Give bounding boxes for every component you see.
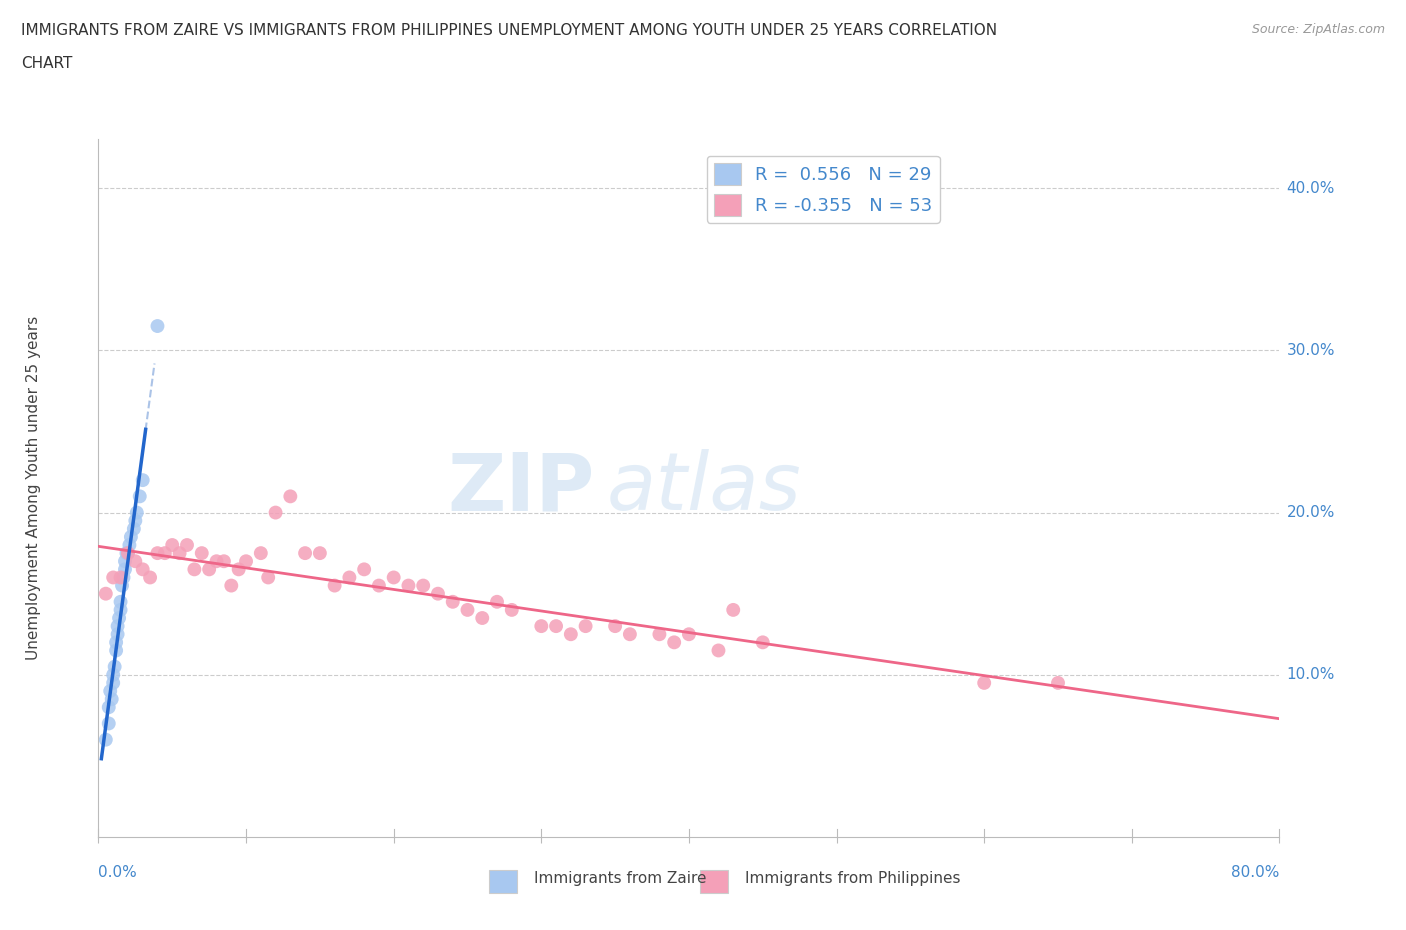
Point bbox=[128, 489, 150, 504]
Text: Immigrants from Philippines: Immigrants from Philippines bbox=[745, 871, 960, 886]
Point bbox=[103, 570, 125, 585]
Point bbox=[162, 538, 183, 552]
Point bbox=[114, 553, 136, 568]
Point bbox=[228, 562, 250, 577]
Point bbox=[110, 594, 132, 609]
Point bbox=[560, 627, 582, 642]
Point bbox=[124, 513, 146, 528]
Point bbox=[294, 546, 316, 561]
Point bbox=[337, 570, 360, 585]
Point bbox=[441, 594, 464, 609]
Point bbox=[98, 684, 121, 698]
Point bbox=[105, 635, 128, 650]
Point bbox=[751, 635, 773, 650]
Text: Immigrants from Zaire: Immigrants from Zaire bbox=[534, 871, 707, 886]
Point bbox=[107, 618, 129, 633]
Point bbox=[973, 675, 995, 690]
Point bbox=[132, 472, 155, 487]
Point bbox=[114, 562, 136, 577]
Point bbox=[1046, 675, 1069, 690]
Point bbox=[250, 546, 273, 561]
Point bbox=[235, 553, 257, 568]
Point bbox=[219, 578, 242, 593]
Point bbox=[110, 570, 132, 585]
Point bbox=[257, 570, 280, 585]
Legend: R =  0.556   N = 29, R = -0.355   N = 53: R = 0.556 N = 29, R = -0.355 N = 53 bbox=[707, 155, 939, 223]
Point bbox=[132, 562, 155, 577]
Point bbox=[605, 618, 627, 633]
Text: 30.0%: 30.0% bbox=[1286, 343, 1334, 358]
Point bbox=[664, 635, 686, 650]
Point bbox=[94, 732, 117, 747]
Point bbox=[501, 603, 523, 618]
Point bbox=[456, 603, 478, 618]
Point bbox=[427, 586, 450, 601]
Point bbox=[153, 546, 176, 561]
Point bbox=[103, 675, 125, 690]
Point bbox=[212, 553, 235, 568]
Point bbox=[107, 627, 129, 642]
Text: Source: ZipAtlas.com: Source: ZipAtlas.com bbox=[1251, 23, 1385, 36]
Text: 10.0%: 10.0% bbox=[1286, 668, 1334, 683]
Point bbox=[169, 546, 191, 561]
Text: Unemployment Among Youth under 25 years: Unemployment Among Youth under 25 years bbox=[25, 316, 41, 660]
Text: atlas: atlas bbox=[606, 449, 801, 527]
Text: 40.0%: 40.0% bbox=[1286, 180, 1334, 195]
Point bbox=[368, 578, 391, 593]
Point bbox=[146, 546, 169, 561]
Point bbox=[120, 529, 142, 544]
Text: IMMIGRANTS FROM ZAIRE VS IMMIGRANTS FROM PHILIPPINES UNEMPLOYMENT AMONG YOUTH UN: IMMIGRANTS FROM ZAIRE VS IMMIGRANTS FROM… bbox=[21, 23, 997, 38]
Point bbox=[97, 699, 120, 714]
Point bbox=[110, 603, 132, 618]
Point bbox=[486, 594, 509, 609]
Point bbox=[205, 553, 228, 568]
Point bbox=[100, 692, 122, 707]
Point bbox=[353, 562, 375, 577]
Text: 80.0%: 80.0% bbox=[1232, 865, 1279, 880]
Point bbox=[117, 546, 139, 561]
Text: ZIP: ZIP bbox=[447, 449, 595, 527]
Point bbox=[108, 611, 131, 626]
Point bbox=[198, 562, 221, 577]
Point bbox=[191, 546, 214, 561]
Point bbox=[530, 618, 553, 633]
Point bbox=[122, 522, 145, 537]
Point bbox=[278, 489, 302, 504]
Point bbox=[721, 603, 744, 618]
Point bbox=[104, 659, 127, 674]
Point bbox=[183, 562, 205, 577]
Point bbox=[574, 618, 596, 633]
Point bbox=[97, 716, 120, 731]
Point bbox=[619, 627, 641, 642]
Point bbox=[176, 538, 198, 552]
Point bbox=[471, 611, 494, 626]
Point bbox=[396, 578, 419, 593]
Point bbox=[125, 505, 148, 520]
Point bbox=[124, 553, 146, 568]
Point bbox=[323, 578, 346, 593]
Point bbox=[309, 546, 332, 561]
Point bbox=[94, 586, 117, 601]
Point bbox=[648, 627, 671, 642]
Text: 0.0%: 0.0% bbox=[98, 865, 138, 880]
Point bbox=[111, 578, 134, 593]
Point bbox=[105, 643, 128, 658]
Point bbox=[412, 578, 434, 593]
Text: CHART: CHART bbox=[21, 56, 73, 71]
Point bbox=[544, 618, 567, 633]
Point bbox=[117, 546, 139, 561]
Point bbox=[112, 570, 135, 585]
Text: 20.0%: 20.0% bbox=[1286, 505, 1334, 520]
Point bbox=[115, 546, 138, 561]
Point bbox=[118, 538, 141, 552]
Point bbox=[707, 643, 730, 658]
Point bbox=[146, 319, 169, 334]
Point bbox=[264, 505, 287, 520]
Point bbox=[678, 627, 700, 642]
Point bbox=[103, 668, 125, 683]
Point bbox=[382, 570, 405, 585]
Point bbox=[139, 570, 162, 585]
